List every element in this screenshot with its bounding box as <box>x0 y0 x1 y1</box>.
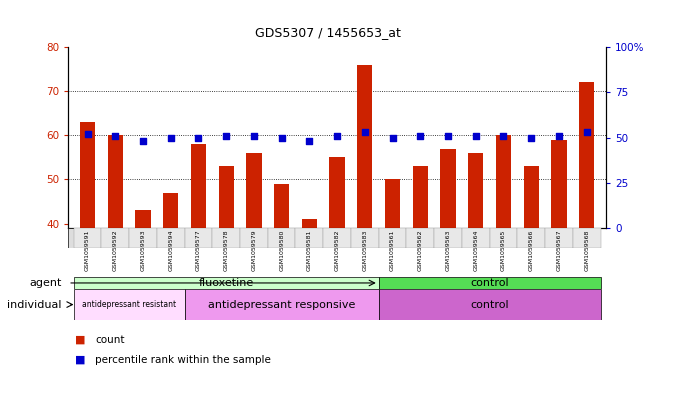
Text: GSM1059583: GSM1059583 <box>362 230 367 271</box>
Point <box>138 138 148 144</box>
Bar <box>136 210 151 228</box>
FancyBboxPatch shape <box>185 289 379 320</box>
FancyBboxPatch shape <box>268 228 296 248</box>
FancyBboxPatch shape <box>518 228 545 248</box>
Bar <box>108 135 123 228</box>
Point <box>471 132 481 139</box>
FancyBboxPatch shape <box>212 228 240 248</box>
Point <box>110 132 121 139</box>
Text: GSM1059582: GSM1059582 <box>334 230 340 271</box>
Bar <box>496 135 511 228</box>
FancyBboxPatch shape <box>129 228 157 248</box>
Text: GSM1059577: GSM1059577 <box>196 230 201 271</box>
Text: GSM1059568: GSM1059568 <box>584 230 589 271</box>
Point <box>498 132 509 139</box>
FancyBboxPatch shape <box>379 277 601 289</box>
Point <box>304 138 315 144</box>
FancyBboxPatch shape <box>379 289 601 320</box>
FancyBboxPatch shape <box>185 228 212 248</box>
FancyBboxPatch shape <box>434 228 462 248</box>
FancyBboxPatch shape <box>74 277 379 289</box>
Text: GSM1059579: GSM1059579 <box>251 230 257 271</box>
Text: fluoxetine: fluoxetine <box>199 278 254 288</box>
Text: agent: agent <box>29 278 61 288</box>
Text: GSM1059566: GSM1059566 <box>528 230 534 271</box>
Text: GSM1059564: GSM1059564 <box>473 230 478 271</box>
Text: GSM1059567: GSM1059567 <box>556 230 561 271</box>
Bar <box>385 180 400 228</box>
Point <box>332 132 343 139</box>
Bar <box>219 166 234 228</box>
Text: GSM1059565: GSM1059565 <box>501 230 506 271</box>
Bar <box>524 166 539 228</box>
Point <box>221 132 232 139</box>
Text: GSM1059594: GSM1059594 <box>168 230 173 271</box>
FancyBboxPatch shape <box>379 228 407 248</box>
FancyBboxPatch shape <box>462 228 490 248</box>
Point <box>443 132 454 139</box>
Point <box>387 134 398 141</box>
FancyBboxPatch shape <box>490 228 518 248</box>
FancyBboxPatch shape <box>68 228 595 248</box>
FancyBboxPatch shape <box>323 228 351 248</box>
Bar <box>274 184 289 228</box>
Text: GSM1059591: GSM1059591 <box>85 230 90 271</box>
FancyBboxPatch shape <box>157 228 185 248</box>
Text: GSM1059561: GSM1059561 <box>390 230 395 271</box>
Text: ■: ■ <box>75 335 85 345</box>
Text: percentile rank within the sample: percentile rank within the sample <box>95 354 271 365</box>
Text: individual: individual <box>7 299 61 310</box>
Bar <box>468 153 484 228</box>
Point <box>581 129 592 135</box>
Text: ■: ■ <box>75 354 85 365</box>
Text: control: control <box>471 299 509 310</box>
Bar <box>552 140 567 228</box>
Text: GSM1059592: GSM1059592 <box>113 230 118 271</box>
Point <box>360 129 370 135</box>
FancyBboxPatch shape <box>101 228 129 248</box>
Bar <box>191 144 206 228</box>
Text: GSM1059581: GSM1059581 <box>307 230 312 271</box>
Bar <box>163 193 178 228</box>
Point <box>249 132 259 139</box>
FancyBboxPatch shape <box>573 228 601 248</box>
Point <box>526 134 537 141</box>
FancyBboxPatch shape <box>545 228 573 248</box>
Text: GSM1059562: GSM1059562 <box>417 230 423 271</box>
FancyBboxPatch shape <box>74 228 101 248</box>
FancyBboxPatch shape <box>351 228 379 248</box>
Point <box>82 131 93 137</box>
Text: GSM1059563: GSM1059563 <box>445 230 451 271</box>
Bar <box>330 157 345 228</box>
FancyBboxPatch shape <box>240 228 268 248</box>
Text: control: control <box>471 278 509 288</box>
Text: GSM1059593: GSM1059593 <box>140 230 146 271</box>
Point <box>165 134 176 141</box>
Bar <box>358 65 373 228</box>
Text: GDS5307 / 1455653_at: GDS5307 / 1455653_at <box>255 26 401 39</box>
FancyBboxPatch shape <box>407 228 434 248</box>
Text: count: count <box>95 335 125 345</box>
Bar <box>579 83 595 228</box>
Bar <box>247 153 262 228</box>
Point <box>193 134 204 141</box>
Text: GSM1059578: GSM1059578 <box>223 230 229 271</box>
Bar <box>413 166 428 228</box>
Text: antidepressant responsive: antidepressant responsive <box>208 299 355 310</box>
Bar <box>302 219 317 228</box>
FancyBboxPatch shape <box>296 228 323 248</box>
Text: GSM1059580: GSM1059580 <box>279 230 284 271</box>
Bar <box>441 149 456 228</box>
FancyBboxPatch shape <box>74 289 185 320</box>
Bar <box>80 122 95 228</box>
Point <box>276 134 287 141</box>
Text: antidepressant resistant: antidepressant resistant <box>82 300 176 309</box>
Point <box>554 132 565 139</box>
Point <box>415 132 426 139</box>
